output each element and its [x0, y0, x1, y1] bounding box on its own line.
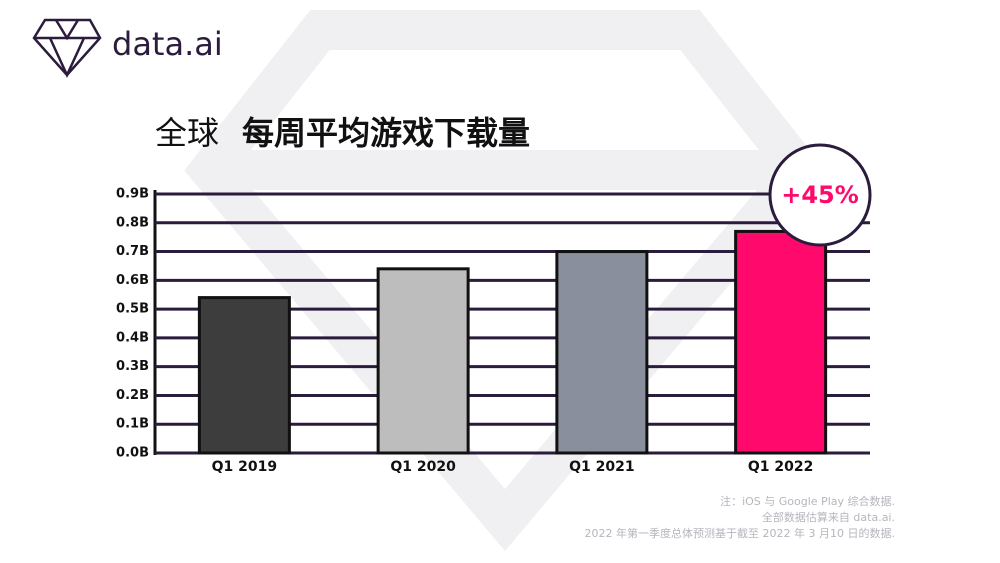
- footnote-line: 注：iOS 与 Google Play 综合数据.: [720, 494, 895, 508]
- annotation: +45%: [781, 181, 859, 209]
- bar: [197, 296, 291, 455]
- y-tick-label: 0.9B: [116, 187, 149, 202]
- logo-text: data.ai: [112, 25, 223, 63]
- x-tick-label: Q1 2019: [212, 459, 277, 475]
- bar: [555, 250, 649, 455]
- watermark-diamond: [184, 10, 826, 552]
- logo-diamond: [32, 18, 102, 77]
- y-tick-label: 0.8B: [116, 215, 149, 230]
- logo-icon: [32, 18, 102, 78]
- y-tick-label: 0.5B: [116, 302, 149, 317]
- footnote-line: 全部数据估算来自 data.ai.: [762, 510, 895, 524]
- watermark: [184, 10, 826, 552]
- footnote-line: 2022 年第一季度总体预测基于截至 2022 年 3 月10 日的数据.: [585, 526, 895, 540]
- chart-title: 每周平均游戏下载量: [242, 114, 530, 152]
- annotation-circle: [768, 143, 872, 247]
- bars: Q1 2019 Q1 2020 Q1 2021 Q1 2022: [197, 229, 828, 475]
- y-tick-label: 0.0B: [116, 446, 149, 461]
- bar: [734, 229, 828, 455]
- y-tick-label: 0.7B: [116, 244, 149, 259]
- y-tick-label: 0.4B: [116, 330, 149, 345]
- footnote: 注：iOS 与 Google Play 综合数据. 全部数据估算来自 data.a…: [585, 494, 895, 540]
- y-tick-label: 0.2B: [116, 388, 149, 403]
- y-tick-label: 0.6B: [116, 273, 149, 288]
- logo-line: [48, 37, 86, 78]
- x-tick-label: Q1 2021: [569, 459, 634, 475]
- y-tick-label: 0.1B: [116, 417, 149, 432]
- x-tick-label: Q1 2022: [748, 459, 813, 475]
- bar: [376, 267, 470, 455]
- x-tick-label: Q1 2020: [390, 459, 456, 475]
- y-tick-label: 0.3B: [116, 359, 149, 374]
- chart-title-prefix: 全球: [155, 114, 219, 152]
- logo-line: [54, 19, 80, 41]
